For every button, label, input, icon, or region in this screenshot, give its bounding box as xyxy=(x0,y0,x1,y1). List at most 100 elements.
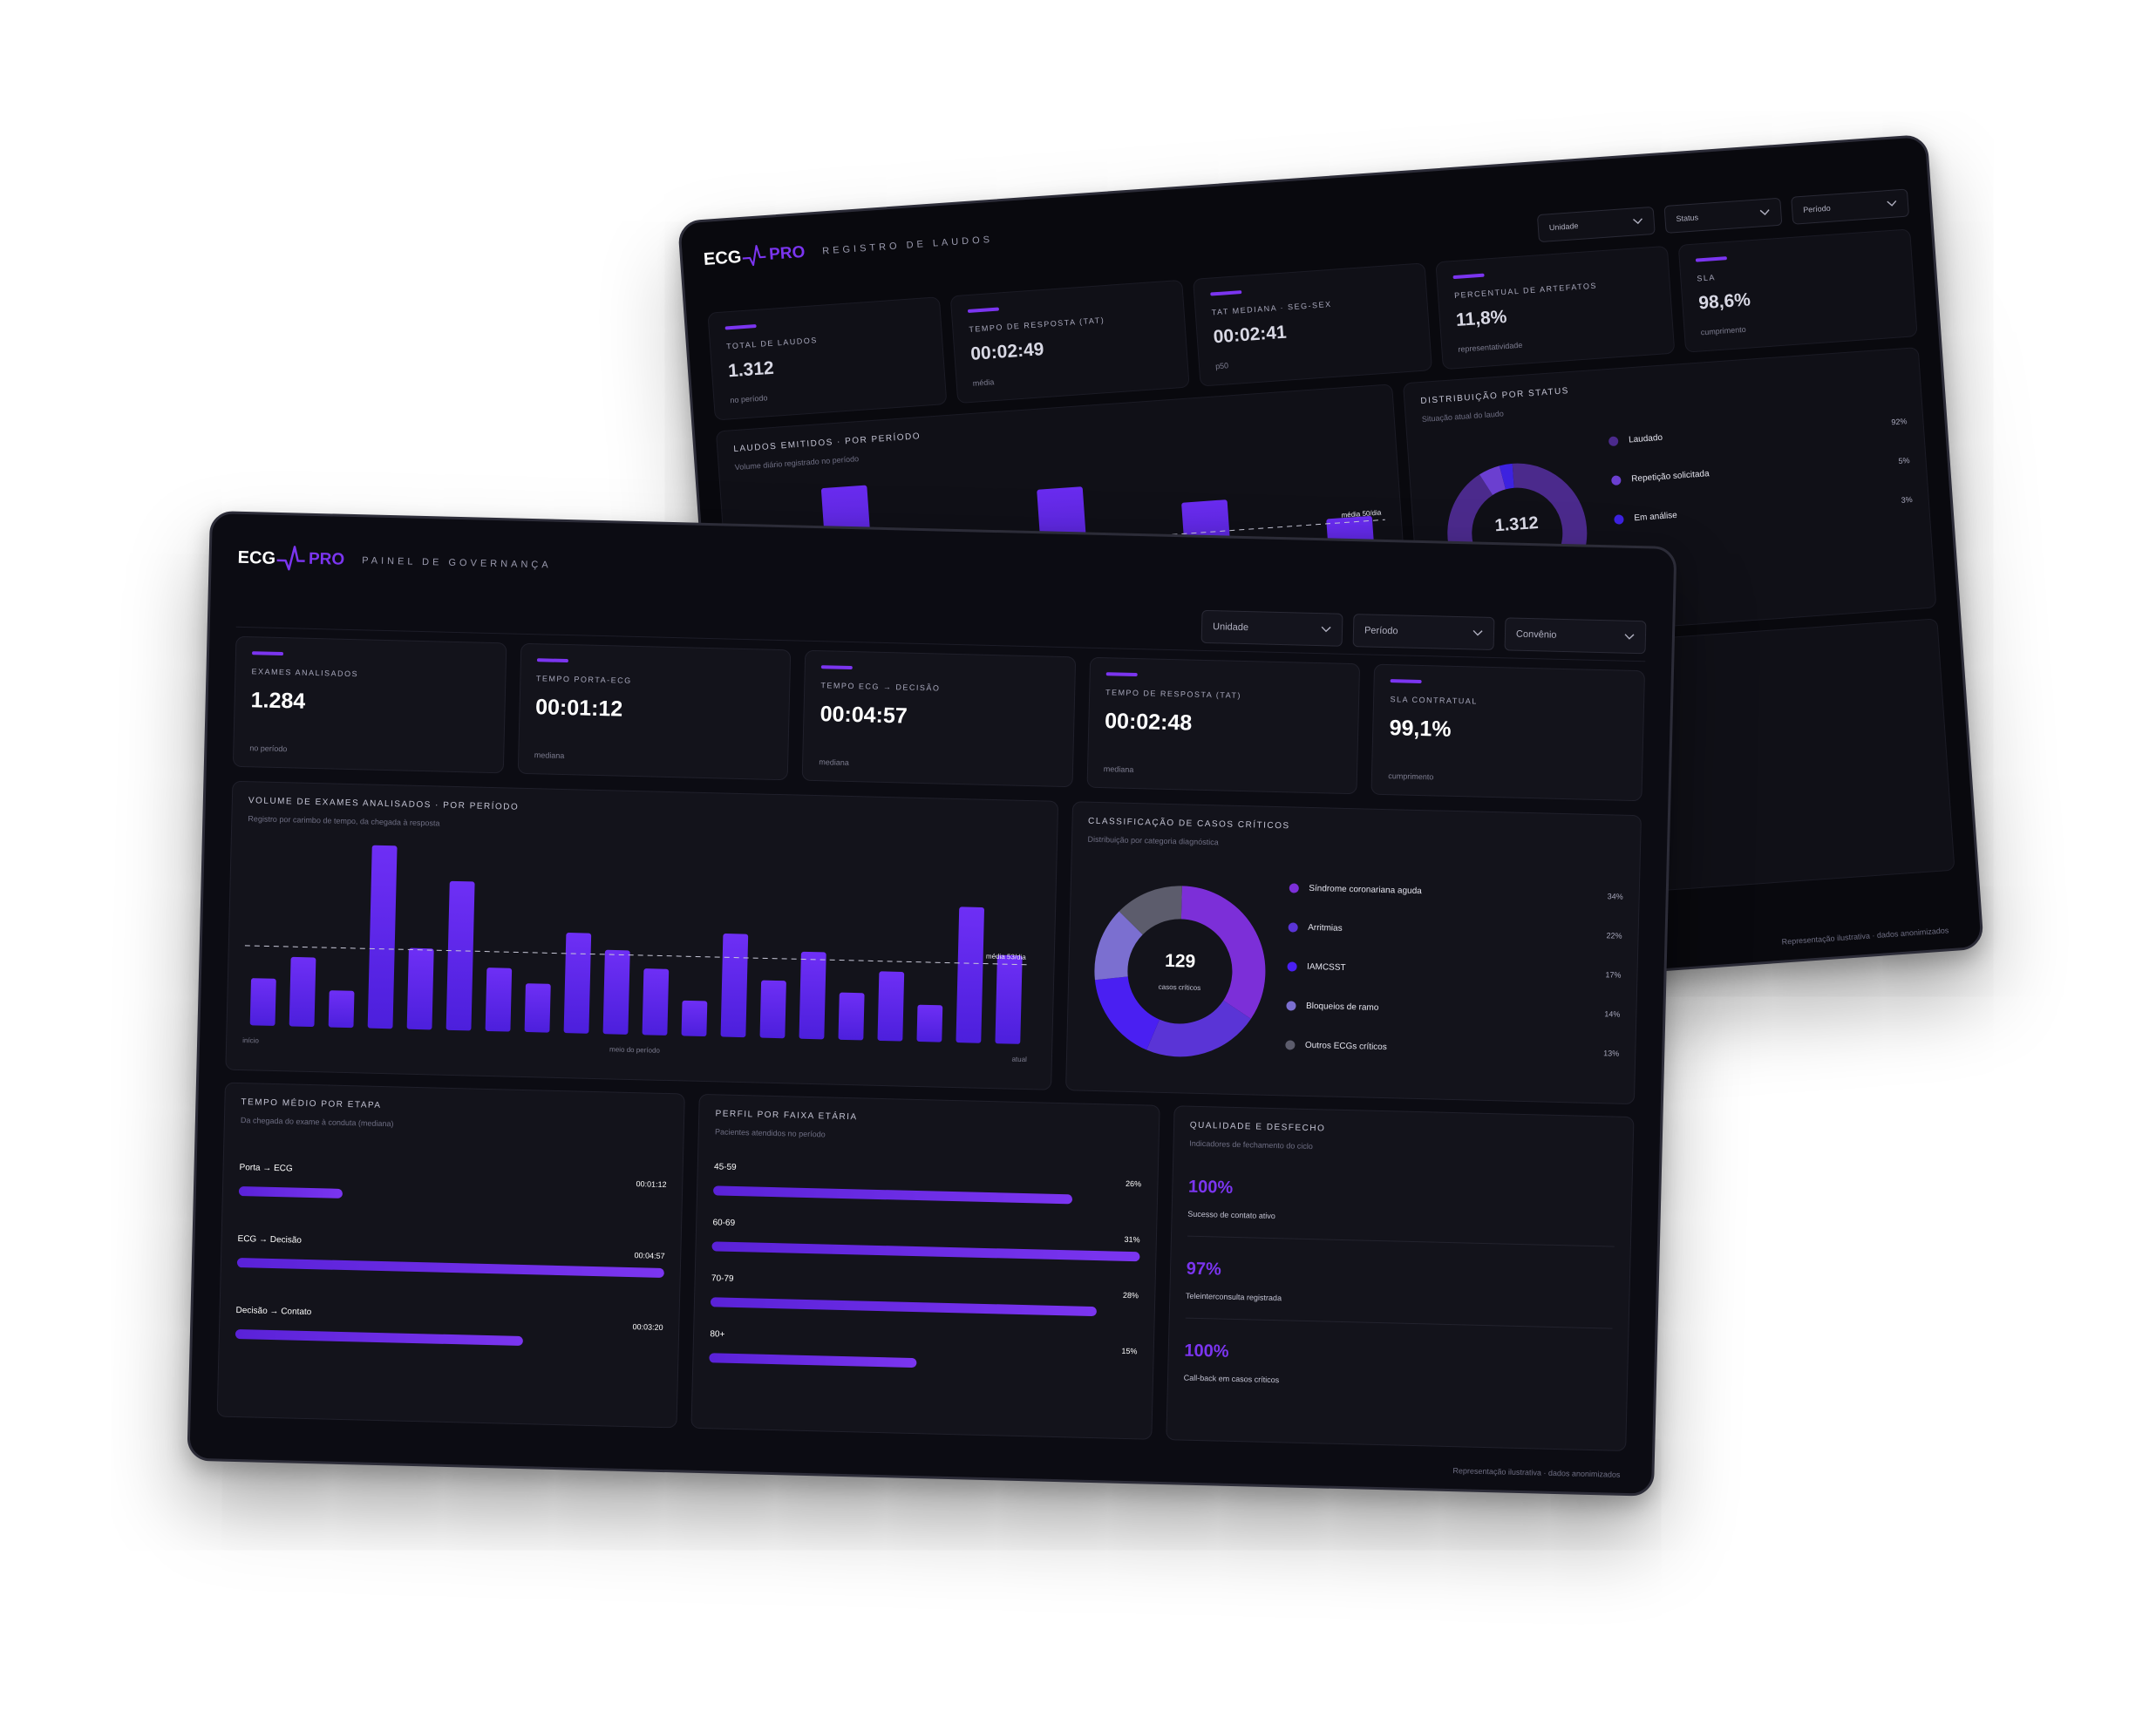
pulse-icon xyxy=(276,546,305,571)
middle-row: VOLUME DE EXAMES ANALISADOS · POR PERÍOD… xyxy=(225,780,1642,1105)
brand-pro: PRO xyxy=(768,242,806,264)
bar-chart: média 53/dia início meio do período atual xyxy=(242,845,1030,1063)
chevron-icon xyxy=(1887,200,1897,207)
kpi-card: PERCENTUAL DE ARTEFATOS 11,8% representati… xyxy=(1435,245,1676,370)
header: ECG PRO PAINEL DE GOVERNANÇA Unidade Perí… xyxy=(235,536,1648,662)
age-value: 31% xyxy=(1124,1234,1140,1245)
donut-chart: 129 casos críticos xyxy=(1093,886,1265,1057)
legend-name: Em análise xyxy=(1634,510,1678,524)
stage-bar xyxy=(238,1186,343,1199)
stage-row: Decisão → Contato 00:03:20 xyxy=(235,1306,663,1349)
quality-item: 97% Teleinterconsulta registrada xyxy=(1185,1236,1615,1329)
quality-label: Call-back em casos críticos xyxy=(1183,1373,1280,1385)
bar-track xyxy=(711,1297,1138,1317)
filter-label: Convênio xyxy=(1515,628,1557,641)
age-row: 45-59 26% xyxy=(713,1162,1141,1205)
kpi-label: TEMPO ECG → DECISÃO xyxy=(820,681,941,693)
age-row: 70-79 28% xyxy=(711,1273,1139,1317)
kpi-accent xyxy=(251,651,284,656)
legend-value: 14% xyxy=(1604,1008,1621,1019)
chevron-icon xyxy=(1472,629,1483,636)
legend-name: Repetição solicitada xyxy=(1630,469,1710,485)
donut-segment xyxy=(1094,975,1160,1050)
kpi-label: TEMPO PORTA-ECG xyxy=(535,674,632,685)
stage-bar xyxy=(235,1328,524,1347)
kpi-note: p50 xyxy=(1214,361,1229,371)
page-title: PAINEL DE GOVERNANÇA xyxy=(362,555,552,571)
bar xyxy=(328,990,355,1029)
bar-track xyxy=(713,1185,1140,1205)
chevron-icon xyxy=(1321,626,1331,633)
legend-name: Arritmias xyxy=(1308,922,1343,934)
chevron-icon xyxy=(1624,634,1635,640)
bar xyxy=(445,880,475,1031)
age-row: 80+ 15% xyxy=(709,1329,1138,1373)
filter-label: Unidade xyxy=(1548,221,1579,233)
filter-dropdown[interactable]: Período xyxy=(1791,188,1910,225)
filter-label: Status xyxy=(1676,213,1699,224)
donut-segment xyxy=(1180,886,1265,1019)
card-subtitle: Da chegada do exame à conduta (mediana) xyxy=(240,1116,394,1129)
card-title: CLASSIFICAÇÃO DE CASOS CRÍTICOS xyxy=(1087,816,1290,832)
quality-label: Sucesso de contato ativo xyxy=(1187,1209,1275,1221)
chevron-path xyxy=(1624,634,1635,640)
quality-value: 97% xyxy=(1186,1259,1222,1280)
quality-card: QUALIDADE E DESFECHO Indicadores de fech… xyxy=(1165,1105,1635,1452)
quality-label: Teleinterconsulta registrada xyxy=(1185,1291,1282,1303)
chevron-icon xyxy=(1759,209,1770,215)
kpi-accent xyxy=(1210,290,1242,296)
kpi-accent xyxy=(967,307,1000,314)
bar xyxy=(995,954,1023,1044)
age-value: 28% xyxy=(1122,1290,1139,1300)
card-subtitle: Distribuição por categoria diagnóstica xyxy=(1087,834,1219,847)
x-axis-label: início xyxy=(242,1036,259,1044)
legend-entry: Outros ECGs críticos 13% xyxy=(1284,1025,1619,1072)
kpi-label: TEMPO DE RESPOSTA (TAT) xyxy=(1105,688,1242,700)
age-value: 15% xyxy=(1121,1346,1138,1356)
legend-value: 3% xyxy=(1901,494,1914,505)
filter-dropdown[interactable]: Unidade xyxy=(1200,609,1343,647)
donut-segment xyxy=(1119,886,1182,935)
bar xyxy=(759,980,786,1039)
donut-segment xyxy=(1499,463,1514,490)
filter-dropdown[interactable]: Status xyxy=(1663,197,1783,234)
donut-segment xyxy=(1479,465,1506,496)
filter-dropdown[interactable]: Convênio xyxy=(1504,617,1647,655)
quality-value: 100% xyxy=(1187,1177,1234,1198)
age-bar xyxy=(709,1353,917,1368)
legend-dot xyxy=(1288,922,1298,933)
age-name: 60-69 xyxy=(712,1218,736,1228)
filter-dropdown[interactable]: Unidade xyxy=(1536,206,1656,243)
legend-value: 13% xyxy=(1603,1048,1620,1058)
legend-value: 22% xyxy=(1606,930,1622,940)
bar-track xyxy=(709,1353,1137,1373)
filters: Unidade Período Convênio xyxy=(1200,609,1647,655)
stage-row: ECG → Decisão 00:04:57 xyxy=(236,1234,665,1278)
kpi-note: mediana xyxy=(819,757,849,767)
quality-value: 100% xyxy=(1184,1341,1229,1361)
legend-dot xyxy=(1289,883,1299,893)
kpi-label: TAT MEDIANA · SEG-SEX xyxy=(1211,299,1332,317)
legend-name: Laudado xyxy=(1628,432,1663,445)
volume-card: VOLUME DE EXAMES ANALISADOS · POR PERÍOD… xyxy=(225,780,1058,1090)
age-bar xyxy=(711,1241,1140,1262)
kpi-note: cumprimento xyxy=(1700,324,1747,337)
legend: Síndrome coronariana aguda 34% Arritmias 22… xyxy=(1284,868,1623,1072)
kpi-label: SLA xyxy=(1697,273,1717,283)
card-title: PERFIL POR FAIXA ETÁRIA xyxy=(715,1109,858,1123)
kpi-label: TEMPO DE RESPOSTA (TAT) xyxy=(969,316,1105,334)
kpi-label: EXAMES ANALISADOS xyxy=(251,667,359,679)
quality-item: 100% Call-back em casos críticos xyxy=(1183,1319,1612,1410)
kpi-value: 99,1% xyxy=(1389,716,1452,742)
average-label: média 53/dia xyxy=(986,953,1027,961)
filter-dropdown[interactable]: Período xyxy=(1352,614,1495,651)
chevron-path xyxy=(1472,629,1483,636)
kpi-value: 11,8% xyxy=(1455,306,1508,330)
average-line xyxy=(244,945,1030,966)
kpi-note: no período xyxy=(730,393,768,405)
stage-list: Porta → ECG 00:01:12 ECG → Decisão 00:04:57… xyxy=(235,1163,667,1349)
kpi-card: TAT MEDIANA · SEG-SEX 00:02:41 p50 xyxy=(1193,262,1433,387)
stage-time: 00:01:12 xyxy=(636,1179,667,1190)
